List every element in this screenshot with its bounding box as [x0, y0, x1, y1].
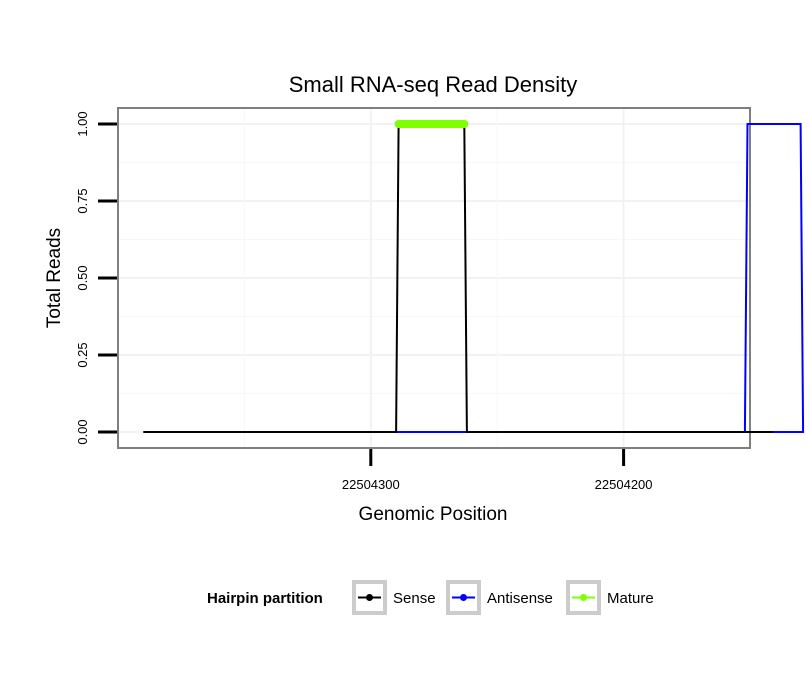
x-axis: 22504300 22504200 [342, 449, 653, 492]
legend-label: Sense [393, 590, 436, 607]
y-tick-label-3: 0.75 [75, 188, 90, 213]
legend-item-antisense: Antisense [446, 580, 553, 615]
legend-items: Sense Antisense Mature [352, 580, 654, 615]
legend-key-point [366, 594, 373, 601]
legend-item-mature: Mature [566, 580, 654, 615]
x-tick-label-0: 22504300 [342, 477, 400, 492]
chart-title: Small RNA-seq Read Density [289, 72, 578, 97]
x-axis-title: Genomic Position [359, 504, 508, 525]
y-axis: 0.00 0.25 0.50 0.75 1.00 [75, 111, 117, 445]
y-tick-label-0: 0.00 [75, 419, 90, 444]
y-tick-label-4: 1.00 [75, 111, 90, 136]
legend-key-point [460, 594, 467, 601]
legend-label: Antisense [487, 590, 553, 607]
series-layer [143, 120, 805, 433]
grid [118, 108, 750, 448]
y-tick-label-2: 0.50 [75, 265, 90, 290]
legend-title: Hairpin partition [207, 590, 323, 607]
legend: Hairpin partition Sense Antisense Mature [207, 580, 654, 615]
legend-label: Mature [607, 590, 654, 607]
x-tick-label-1: 22504200 [595, 477, 653, 492]
legend-key-point [580, 594, 587, 601]
y-tick-label-1: 0.25 [75, 342, 90, 367]
legend-item-sense: Sense [352, 580, 436, 615]
plot-panel [117, 107, 751, 449]
y-axis-title: Total Reads [44, 228, 65, 328]
